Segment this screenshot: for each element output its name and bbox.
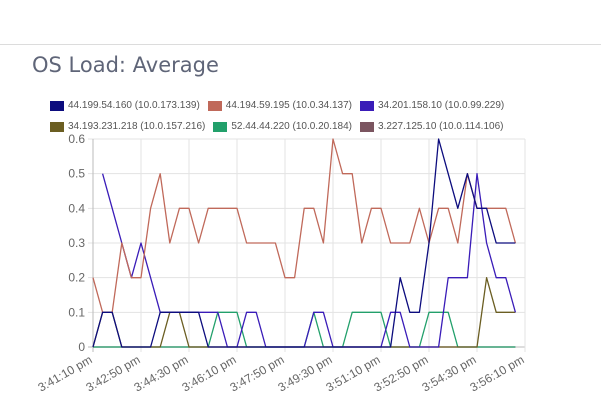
legend-label: 3.227.125.10 (10.0.114.106) xyxy=(378,121,504,132)
legend-item[interactable]: 44.199.54.160 (10.0.173.139) xyxy=(50,100,200,111)
legend: 44.199.54.160 (10.0.173.139) 44.194.59.19… xyxy=(50,95,570,137)
series-line xyxy=(93,311,516,348)
legend-item[interactable]: 44.194.59.195 (10.0.34.137) xyxy=(207,100,352,111)
x-tick-label: 3:49:30 pm xyxy=(275,352,334,394)
legend-item[interactable]: 52.44.44.220 (10.0.20.184) xyxy=(213,121,352,132)
x-tick-label: 3:56:10 pm xyxy=(467,352,526,394)
x-tick-label: 3:47:50 pm xyxy=(227,352,286,394)
legend-swatch xyxy=(360,121,374,132)
legend-item[interactable]: 34.201.158.10 (10.0.99.229) xyxy=(360,100,504,111)
y-tick-label: 0.4 xyxy=(68,201,85,215)
series-line xyxy=(92,138,516,348)
legend-swatch xyxy=(50,121,64,132)
y-tick-label: 0.5 xyxy=(68,167,85,181)
header-divider xyxy=(0,44,601,45)
legend-swatch xyxy=(50,100,64,111)
legend-label: 34.201.158.10 (10.0.99.229) xyxy=(378,100,505,111)
x-tick-label: 3:51:10 pm xyxy=(323,352,382,394)
x-tick-label: 3:44:30 pm xyxy=(131,352,190,394)
legend-label: 44.199.54.160 (10.0.173.139) xyxy=(68,100,200,111)
legend-item[interactable]: 34.193.231.218 (10.0.157.216) xyxy=(50,121,205,132)
legend-swatch xyxy=(360,100,374,111)
series-line xyxy=(92,138,517,313)
series-line xyxy=(101,173,517,348)
legend-item[interactable]: 3.227.125.10 (10.0.114.106) xyxy=(360,121,503,132)
legend-label: 34.193.231.218 (10.0.157.216) xyxy=(68,121,206,132)
legend-label: 52.44.44.220 (10.0.20.184) xyxy=(231,121,352,132)
x-tick-label: 3:52:50 pm xyxy=(371,352,430,394)
legend-swatch xyxy=(213,121,228,132)
y-tick-label: 0.2 xyxy=(68,271,85,285)
legend-label: 44.194.59.195 (10.0.34.137) xyxy=(225,100,352,111)
y-tick-label: 0.6 xyxy=(68,132,85,146)
y-tick-label: 0.1 xyxy=(68,305,85,319)
x-tick-label: 3:46:10 pm xyxy=(179,352,238,394)
y-tick-label: 0 xyxy=(78,340,85,354)
x-tick-label: 3:54:30 pm xyxy=(419,352,478,394)
x-tick-label: 3:41:10 pm xyxy=(35,352,94,394)
y-tick-label: 0.3 xyxy=(68,236,85,250)
chart-title: OS Load: Average xyxy=(32,53,219,77)
x-tick-label: 3:42:50 pm xyxy=(83,352,142,394)
legend-swatch xyxy=(207,100,222,111)
